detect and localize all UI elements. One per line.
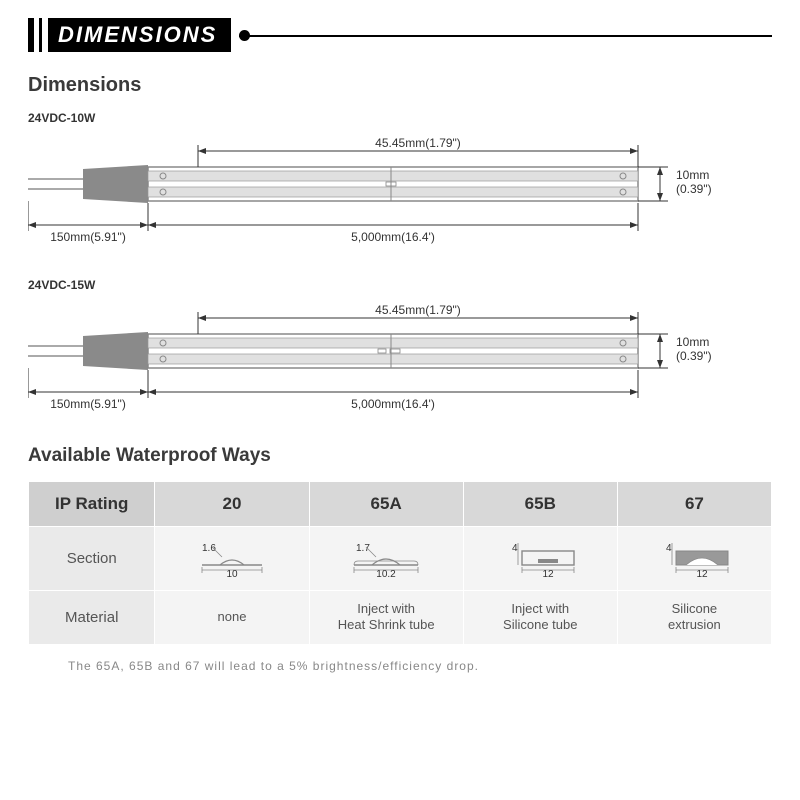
bl-dim-15w: 150mm(5.91") — [50, 397, 126, 411]
svg-text:12: 12 — [543, 569, 555, 577]
header-dot — [239, 30, 250, 41]
col-ip-rating: IP Rating — [29, 482, 154, 526]
top-dim-10w: 45.45mm(1.79") — [375, 136, 461, 150]
right-dim-b-10w: (0.39") — [676, 182, 712, 196]
table-row: IP Rating 20 65A 65B 67 — [29, 482, 771, 526]
waterproof-table: IP Rating 20 65A 65B 67 Section 1.6 10 — [28, 481, 772, 645]
strip-diagram-10w: 45.45mm(1.79") 10mm (0.39") 150mm(5.91")… — [28, 131, 758, 251]
row-section-label: Section — [29, 527, 154, 590]
svg-text:10.2: 10.2 — [376, 569, 396, 577]
right-dim-a-10w: 10mm — [676, 168, 709, 182]
br-dim-10w: 5,000mm(16.4') — [351, 230, 435, 244]
section-65b: 4 12 — [464, 527, 617, 590]
header-line-wrap — [231, 18, 772, 52]
bl-dim-10w: 150mm(5.91") — [50, 230, 126, 244]
svg-text:1.6: 1.6 — [202, 543, 216, 554]
col-65b: 65B — [464, 482, 617, 526]
variant-label-15w: 24VDC-15W — [28, 278, 772, 292]
material-65b: Inject withSilicone tube — [464, 591, 617, 644]
col-67: 67 — [618, 482, 771, 526]
right-dim-a-15w: 10mm — [676, 335, 709, 349]
strip-diagram-15w: 45.45mm(1.79") 10mm (0.39") 150mm(5.91")… — [28, 298, 758, 418]
material-67: Siliconeextrusion — [618, 591, 771, 644]
right-dim-b-15w: (0.39") — [676, 349, 712, 363]
header: DIMENSIONS — [28, 18, 772, 52]
material-65a: Inject withHeat Shrink tube — [310, 591, 463, 644]
header-bar-2 — [39, 18, 42, 52]
section-20: 1.6 10 — [155, 527, 308, 590]
br-dim-15w: 5,000mm(16.4') — [351, 397, 435, 411]
header-bar-1 — [28, 18, 34, 52]
waterproof-title: Available Waterproof Ways — [28, 445, 772, 467]
table-row: Section 1.6 10 1.7 — [29, 527, 771, 590]
row-material-label: Material — [29, 591, 154, 644]
svg-text:4: 4 — [512, 543, 518, 554]
header-line — [239, 35, 772, 37]
top-dim-15w: 45.45mm(1.79") — [375, 303, 461, 317]
dimensions-title: Dimensions — [28, 74, 772, 97]
col-20: 20 — [155, 482, 308, 526]
svg-text:4: 4 — [666, 543, 672, 554]
table-row: Material none Inject withHeat Shrink tub… — [29, 591, 771, 644]
header-title: DIMENSIONS — [48, 18, 231, 52]
diagram-15w: 24VDC-15W 45.45mm(1.79") 10mm (0.39") 15… — [28, 278, 772, 423]
section-67: 4 12 — [618, 527, 771, 590]
variant-label-10w: 24VDC-10W — [28, 111, 772, 125]
svg-text:10: 10 — [226, 569, 238, 577]
svg-text:1.7: 1.7 — [356, 543, 370, 554]
material-20: none — [155, 591, 308, 644]
col-65a: 65A — [310, 482, 463, 526]
footnote: The 65A, 65B and 67 will lead to a 5% br… — [28, 659, 772, 673]
diagram-10w: 24VDC-10W 45.45mm(1.79") 10mm — [28, 111, 772, 256]
section-65a: 1.7 10.2 — [310, 527, 463, 590]
svg-text:12: 12 — [697, 569, 709, 577]
